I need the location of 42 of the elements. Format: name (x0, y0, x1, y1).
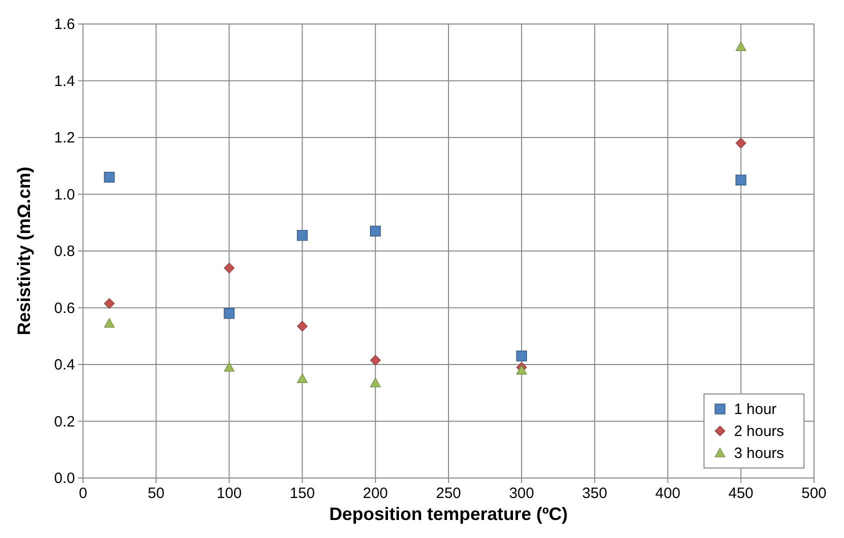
point (516, 350, 527, 362)
point (736, 138, 746, 148)
legend-label: 3 hours (734, 445, 784, 462)
x-tick-label: 0 (78, 485, 88, 502)
x-tick-label: 350 (582, 485, 608, 502)
x-tick-label: 150 (290, 485, 315, 502)
point (370, 378, 381, 388)
y-tick-label: 1.2 (54, 130, 75, 146)
y-tick-label: 1.0 (54, 186, 75, 204)
x-tick-label: 250 (436, 485, 462, 502)
y-tick-label: 0.0 (54, 470, 75, 487)
y-axis-title: Resistivity (mΩ.cm) (14, 166, 34, 336)
point (224, 308, 235, 319)
x-axis-title: Deposition temperature (ºC) (329, 504, 568, 524)
point (104, 318, 115, 328)
x-tick-label: 300 (509, 485, 534, 502)
point (736, 41, 746, 51)
point (736, 174, 746, 186)
x-tick-label: 500 (801, 485, 827, 502)
point (104, 172, 115, 183)
point (297, 320, 308, 332)
point (516, 364, 527, 374)
y-tick-label: 0.8 (54, 243, 75, 260)
x-tick-label: 50 (148, 485, 164, 502)
point (296, 230, 308, 241)
point (370, 226, 381, 237)
x-tick-label: 450 (728, 485, 754, 502)
legend-label: 2 hours (734, 423, 784, 440)
x-tick-label: 200 (362, 485, 388, 502)
y-tick-label: 0.6 (54, 300, 75, 317)
point (104, 298, 115, 309)
x-tick-label: 100 (216, 485, 242, 502)
point (224, 362, 234, 372)
y-tick-label: 1.6 (54, 16, 75, 33)
point (224, 262, 234, 274)
y-tick-label: 0.2 (54, 413, 75, 430)
y-tick-label: 1.4 (54, 72, 75, 90)
point (370, 354, 381, 366)
x-tick-label: 400 (655, 485, 680, 502)
point (297, 373, 308, 383)
y-tick-label: 0.4 (54, 356, 75, 374)
legend-label: 1 hour (734, 401, 777, 418)
